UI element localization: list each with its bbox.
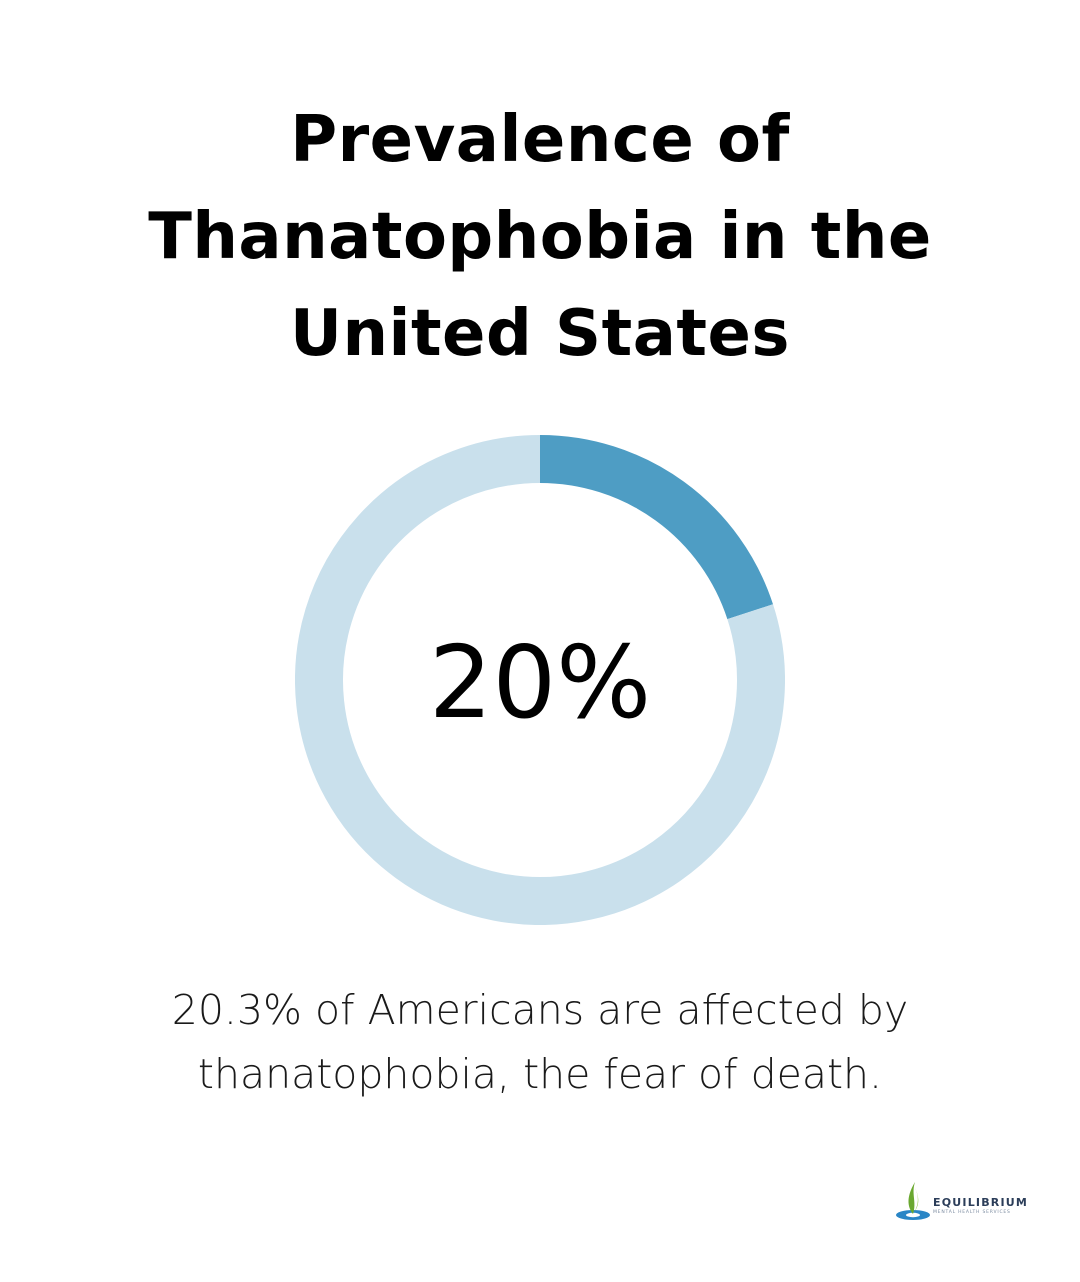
donut-slice-affected xyxy=(539,435,774,620)
chart-caption: 20.3% of Americans are affected by thana… xyxy=(171,986,909,1098)
equilibrium-logo: EQUILIBRIUM MENTAL HEALTH SERVICES xyxy=(896,1182,1028,1220)
logo-leaf-icon xyxy=(908,1182,915,1214)
logo-name: EQUILIBRIUM xyxy=(933,1196,1028,1209)
donut-slice-remainder xyxy=(295,435,785,925)
center-percentage-label: 20% xyxy=(429,624,651,741)
logo-tagline: MENTAL HEALTH SERVICES xyxy=(933,1209,1011,1215)
donut-chart: 20% xyxy=(295,435,785,925)
chart-title: Prevalence of Thanatophobia in the Unite… xyxy=(148,103,932,371)
donut-arcs xyxy=(295,435,785,925)
